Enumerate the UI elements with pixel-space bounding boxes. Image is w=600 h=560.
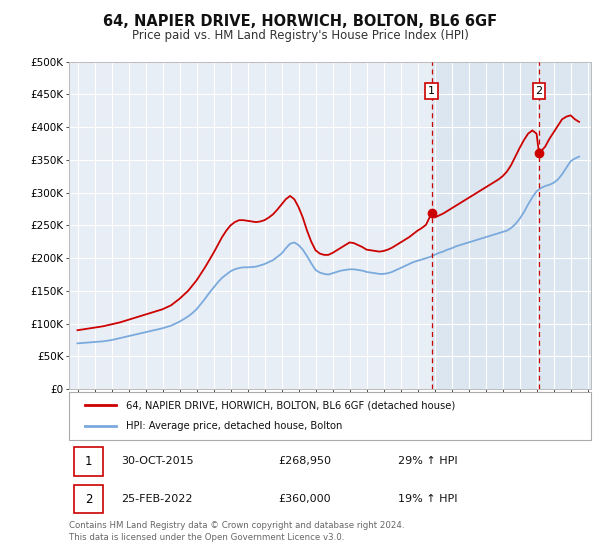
FancyBboxPatch shape [69, 392, 591, 440]
Text: 1: 1 [85, 455, 92, 468]
Text: 30-OCT-2015: 30-OCT-2015 [121, 456, 194, 466]
Text: 25-FEB-2022: 25-FEB-2022 [121, 494, 193, 504]
Text: 2: 2 [85, 493, 92, 506]
Text: 64, NAPIER DRIVE, HORWICH, BOLTON, BL6 6GF (detached house): 64, NAPIER DRIVE, HORWICH, BOLTON, BL6 6… [127, 400, 455, 410]
FancyBboxPatch shape [74, 447, 103, 475]
Text: HPI: Average price, detached house, Bolton: HPI: Average price, detached house, Bolt… [127, 421, 343, 431]
Text: £268,950: £268,950 [278, 456, 331, 466]
Bar [431, 62, 591, 389]
Text: Price paid vs. HM Land Registry's House Price Index (HPI): Price paid vs. HM Land Registry's House … [131, 29, 469, 42]
Text: Contains HM Land Registry data © Crown copyright and database right 2024.
This d: Contains HM Land Registry data © Crown c… [69, 521, 404, 542]
Text: 64, NAPIER DRIVE, HORWICH, BOLTON, BL6 6GF: 64, NAPIER DRIVE, HORWICH, BOLTON, BL6 6… [103, 14, 497, 29]
Text: 2: 2 [535, 86, 542, 96]
FancyBboxPatch shape [74, 485, 103, 514]
Text: 1: 1 [428, 86, 435, 96]
Text: 19% ↑ HPI: 19% ↑ HPI [398, 494, 457, 504]
Text: £360,000: £360,000 [278, 494, 331, 504]
Text: 29% ↑ HPI: 29% ↑ HPI [398, 456, 457, 466]
